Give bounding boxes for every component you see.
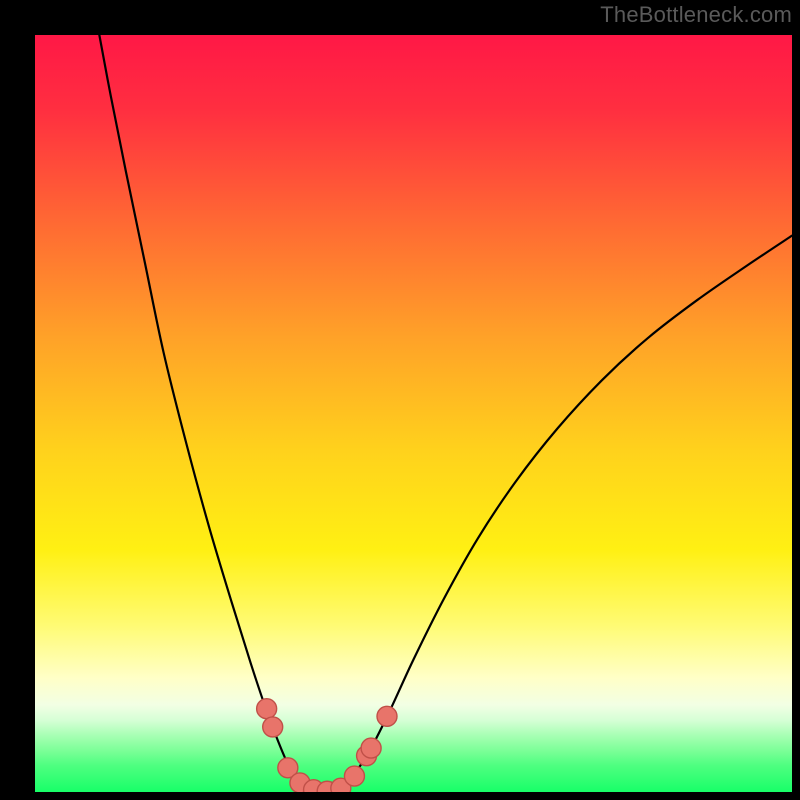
plot-area	[35, 35, 792, 792]
figure-canvas: TheBottleneck.com	[0, 0, 800, 800]
data-marker	[344, 766, 364, 786]
bottleneck-curve	[99, 35, 792, 792]
watermark-text: TheBottleneck.com	[600, 2, 792, 28]
data-marker	[361, 738, 381, 758]
plot-svg	[35, 35, 792, 792]
data-marker	[263, 717, 283, 737]
data-marker	[257, 699, 277, 719]
data-marker	[377, 706, 397, 726]
